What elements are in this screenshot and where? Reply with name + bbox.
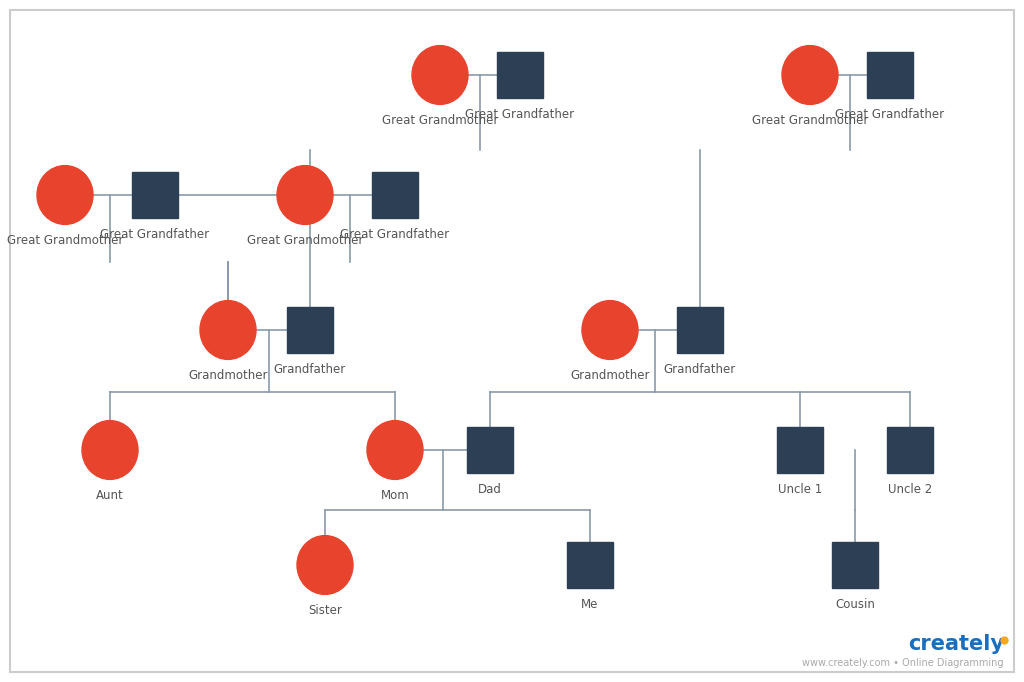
Text: Grandfather: Grandfather	[664, 363, 736, 376]
FancyBboxPatch shape	[287, 307, 333, 353]
Ellipse shape	[82, 421, 138, 479]
FancyBboxPatch shape	[467, 427, 513, 473]
FancyBboxPatch shape	[372, 172, 418, 218]
Ellipse shape	[412, 46, 468, 104]
Text: Great Grandfather: Great Grandfather	[836, 108, 944, 121]
FancyBboxPatch shape	[567, 542, 613, 588]
FancyBboxPatch shape	[497, 52, 543, 98]
Ellipse shape	[367, 421, 423, 479]
FancyBboxPatch shape	[677, 307, 723, 353]
Ellipse shape	[37, 166, 93, 224]
Text: Uncle 1: Uncle 1	[778, 483, 822, 496]
Ellipse shape	[278, 166, 333, 224]
Text: Great Grandfather: Great Grandfather	[340, 228, 450, 241]
Text: www.creately.com • Online Diagramming: www.creately.com • Online Diagramming	[803, 658, 1004, 668]
FancyBboxPatch shape	[867, 52, 913, 98]
Text: Great Grandmother: Great Grandmother	[7, 235, 123, 248]
Text: Great Grandmother: Great Grandmother	[752, 115, 868, 128]
Text: Great Grandfather: Great Grandfather	[466, 108, 574, 121]
Text: creately: creately	[908, 634, 1004, 654]
Ellipse shape	[782, 46, 838, 104]
Ellipse shape	[297, 535, 353, 595]
FancyBboxPatch shape	[887, 427, 933, 473]
Ellipse shape	[582, 301, 638, 359]
Text: Grandmother: Grandmother	[570, 370, 650, 383]
Text: Sister: Sister	[308, 604, 342, 617]
Text: Cousin: Cousin	[835, 598, 874, 611]
Text: Mom: Mom	[381, 490, 410, 503]
Text: Me: Me	[582, 598, 599, 611]
Text: Grandmother: Grandmother	[188, 370, 267, 383]
Text: Dad: Dad	[478, 483, 502, 496]
Text: Great Grandfather: Great Grandfather	[100, 228, 210, 241]
Text: Great Grandmother: Great Grandmother	[247, 235, 364, 248]
Text: Great Grandmother: Great Grandmother	[382, 115, 499, 128]
Ellipse shape	[200, 301, 256, 359]
FancyBboxPatch shape	[777, 427, 823, 473]
FancyBboxPatch shape	[831, 542, 878, 588]
FancyBboxPatch shape	[132, 172, 178, 218]
Text: Aunt: Aunt	[96, 490, 124, 503]
Text: Uncle 2: Uncle 2	[888, 483, 932, 496]
Text: Grandfather: Grandfather	[273, 363, 346, 376]
